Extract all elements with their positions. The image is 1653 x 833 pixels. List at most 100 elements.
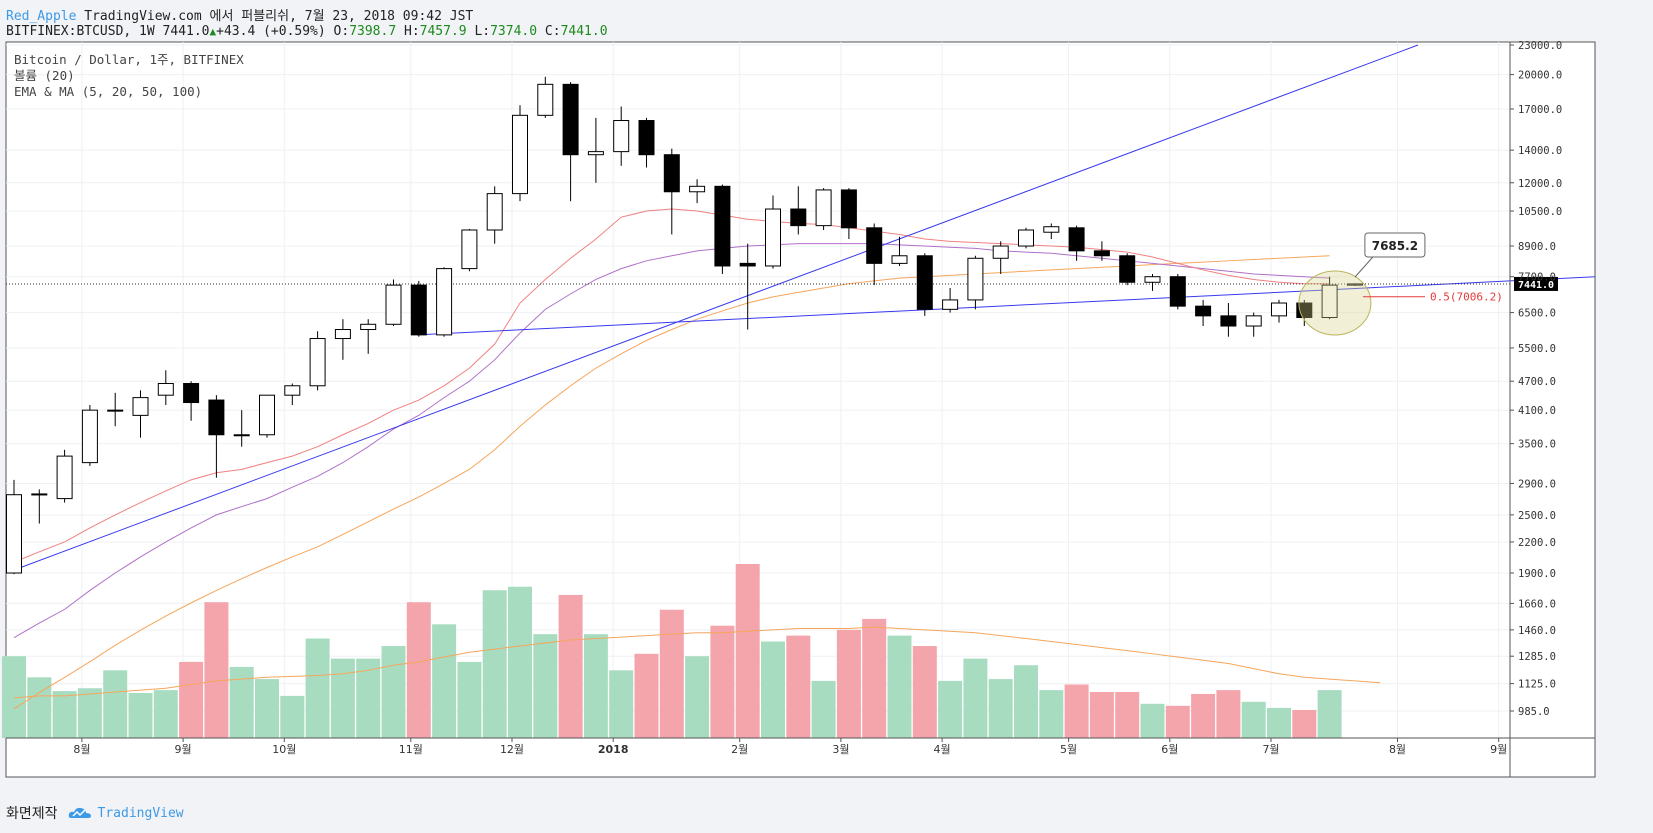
volume-bar <box>1267 707 1291 738</box>
volume-bar <box>1191 693 1216 738</box>
candle-up <box>107 409 124 412</box>
publish-line: TradingView.com 에서 퍼블리쉬, 7월 23, 2018 09:… <box>84 9 474 24</box>
candle-down <box>916 255 933 310</box>
candle-up <box>537 83 554 116</box>
y-tick-label: 3500.0 <box>1518 439 1556 451</box>
volume-bar <box>963 658 988 738</box>
last-price: 7441.0 <box>162 24 210 39</box>
change-value: +43.4 (+0.59%) <box>216 24 326 39</box>
candle-down <box>714 185 731 267</box>
candle-down <box>739 262 756 267</box>
candle-up <box>992 245 1009 259</box>
x-axis[interactable]: 8월 9월 10월 11월 12월 2018 2월 3월 4월 5월 6월 7월 8월 9월 <box>6 737 1595 756</box>
trendline-steep <box>5 44 1419 574</box>
legend-line: 볼륨 (20) <box>14 68 75 83</box>
candle-down <box>1169 276 1186 307</box>
open-value: 7398.7 <box>349 24 397 39</box>
high-value: 7457.9 <box>419 24 467 39</box>
x-tick-label: 3월 <box>832 743 849 756</box>
volume-bar <box>204 602 229 738</box>
close-value: 7441.0 <box>560 24 608 39</box>
volume-bar <box>609 670 634 738</box>
candle-up <box>284 385 301 396</box>
volume-bar <box>508 586 532 738</box>
volume-bar <box>77 688 102 738</box>
publish-header: Red_Apple TradingView.com 에서 퍼블리쉬, 7월 23… <box>6 5 473 24</box>
candle-up <box>81 409 98 464</box>
y-tick-label: 985.0 <box>1518 706 1550 718</box>
candle-up <box>613 120 630 153</box>
y-tick-label: 8900.0 <box>1518 241 1556 253</box>
volume-bar <box>761 641 785 738</box>
y-tick-label: 5500.0 <box>1518 343 1556 355</box>
volume-ma-line <box>13 626 1381 699</box>
candle-up <box>587 151 604 156</box>
legend-line: Bitcoin / Dollar, 1주, BITFINEX <box>14 52 244 67</box>
indicator-lines <box>5 44 1596 710</box>
fib-level-label: 0.5(7006.2) <box>1430 291 1503 304</box>
volume-bar <box>432 624 457 738</box>
volume-bar <box>229 666 254 738</box>
cloud-icon <box>68 807 91 818</box>
price-callout-label: 7685.2 <box>1372 239 1418 253</box>
volume-bar <box>153 690 178 738</box>
candle-up <box>385 284 402 325</box>
footer: 화면제작 TradingView <box>6 803 184 823</box>
candle-up <box>967 257 984 301</box>
x-tick-label: 9월 <box>175 743 192 756</box>
candle-up <box>31 493 48 496</box>
x-tick-label: 6월 <box>1161 743 1178 756</box>
candle-up <box>765 208 781 267</box>
candle-up <box>360 323 377 331</box>
author-link[interactable]: Red_Apple <box>6 9 77 24</box>
volume-bar <box>710 625 735 738</box>
candle-up <box>309 338 326 387</box>
low-value: 7374.0 <box>490 24 538 39</box>
x-tick-label: 12월 <box>500 743 524 756</box>
candle-down <box>840 189 857 229</box>
candle-up <box>1321 284 1338 319</box>
up-arrow-icon: ▲ <box>209 25 217 38</box>
y-tick-label: 10500.0 <box>1518 206 1562 218</box>
volume-bar <box>659 609 684 738</box>
volume-bar <box>836 629 861 738</box>
volume-bar <box>1165 705 1190 738</box>
candle-down <box>410 284 427 336</box>
y-tick-label: 7700.0 <box>1518 272 1556 284</box>
highlight-ellipse <box>1298 270 1372 336</box>
ohlc-header: BITFINEX:BTCUSD, 1W 7441.0▲+43.4 (+0.59%… <box>6 24 608 39</box>
x-tick-label: 4월 <box>934 743 951 756</box>
y-tick-label: 23000.0 <box>1518 40 1562 52</box>
candle-down <box>1220 315 1237 327</box>
candle-up <box>6 494 22 574</box>
volume-bar <box>255 679 279 738</box>
x-tick-label: 2월 <box>731 743 748 756</box>
candle-up <box>334 329 351 340</box>
x-tick-label: 7월 <box>1262 743 1279 756</box>
volume-bar <box>1317 690 1342 738</box>
candle-up <box>1043 226 1060 233</box>
price-chart[interactable]: 0.5(7006.2) 7685.2 7441.0 23000.0 20000.0 17… <box>0 0 1653 800</box>
y-tick-label: 1900.0 <box>1518 568 1556 580</box>
candle-up <box>1144 276 1161 283</box>
y-tick-label: 1125.0 <box>1518 679 1556 691</box>
y-tick-label: 6500.0 <box>1518 308 1556 320</box>
volume-bar <box>457 661 482 738</box>
volume-bar <box>811 680 836 738</box>
y-axis[interactable]: 23000.0 20000.0 17000.0 14000.0 12000.0 10500… <box>1509 40 1562 777</box>
volume-bar <box>685 656 710 738</box>
volume-bar <box>1241 701 1266 738</box>
volume-bar <box>482 590 507 738</box>
tradingview-logo[interactable]: TradingView <box>68 806 184 821</box>
volume-bar <box>938 680 963 738</box>
candle-up <box>56 455 73 500</box>
x-tick-label: 10월 <box>272 743 296 756</box>
candle-down <box>183 382 200 404</box>
volume-bar <box>1115 692 1140 738</box>
volume-bar <box>27 677 52 738</box>
brand-name: TradingView <box>97 805 184 821</box>
volume-bar <box>1216 690 1241 738</box>
volume-bar <box>1039 690 1064 738</box>
volume-bar <box>558 594 583 738</box>
candle-down <box>208 399 225 436</box>
